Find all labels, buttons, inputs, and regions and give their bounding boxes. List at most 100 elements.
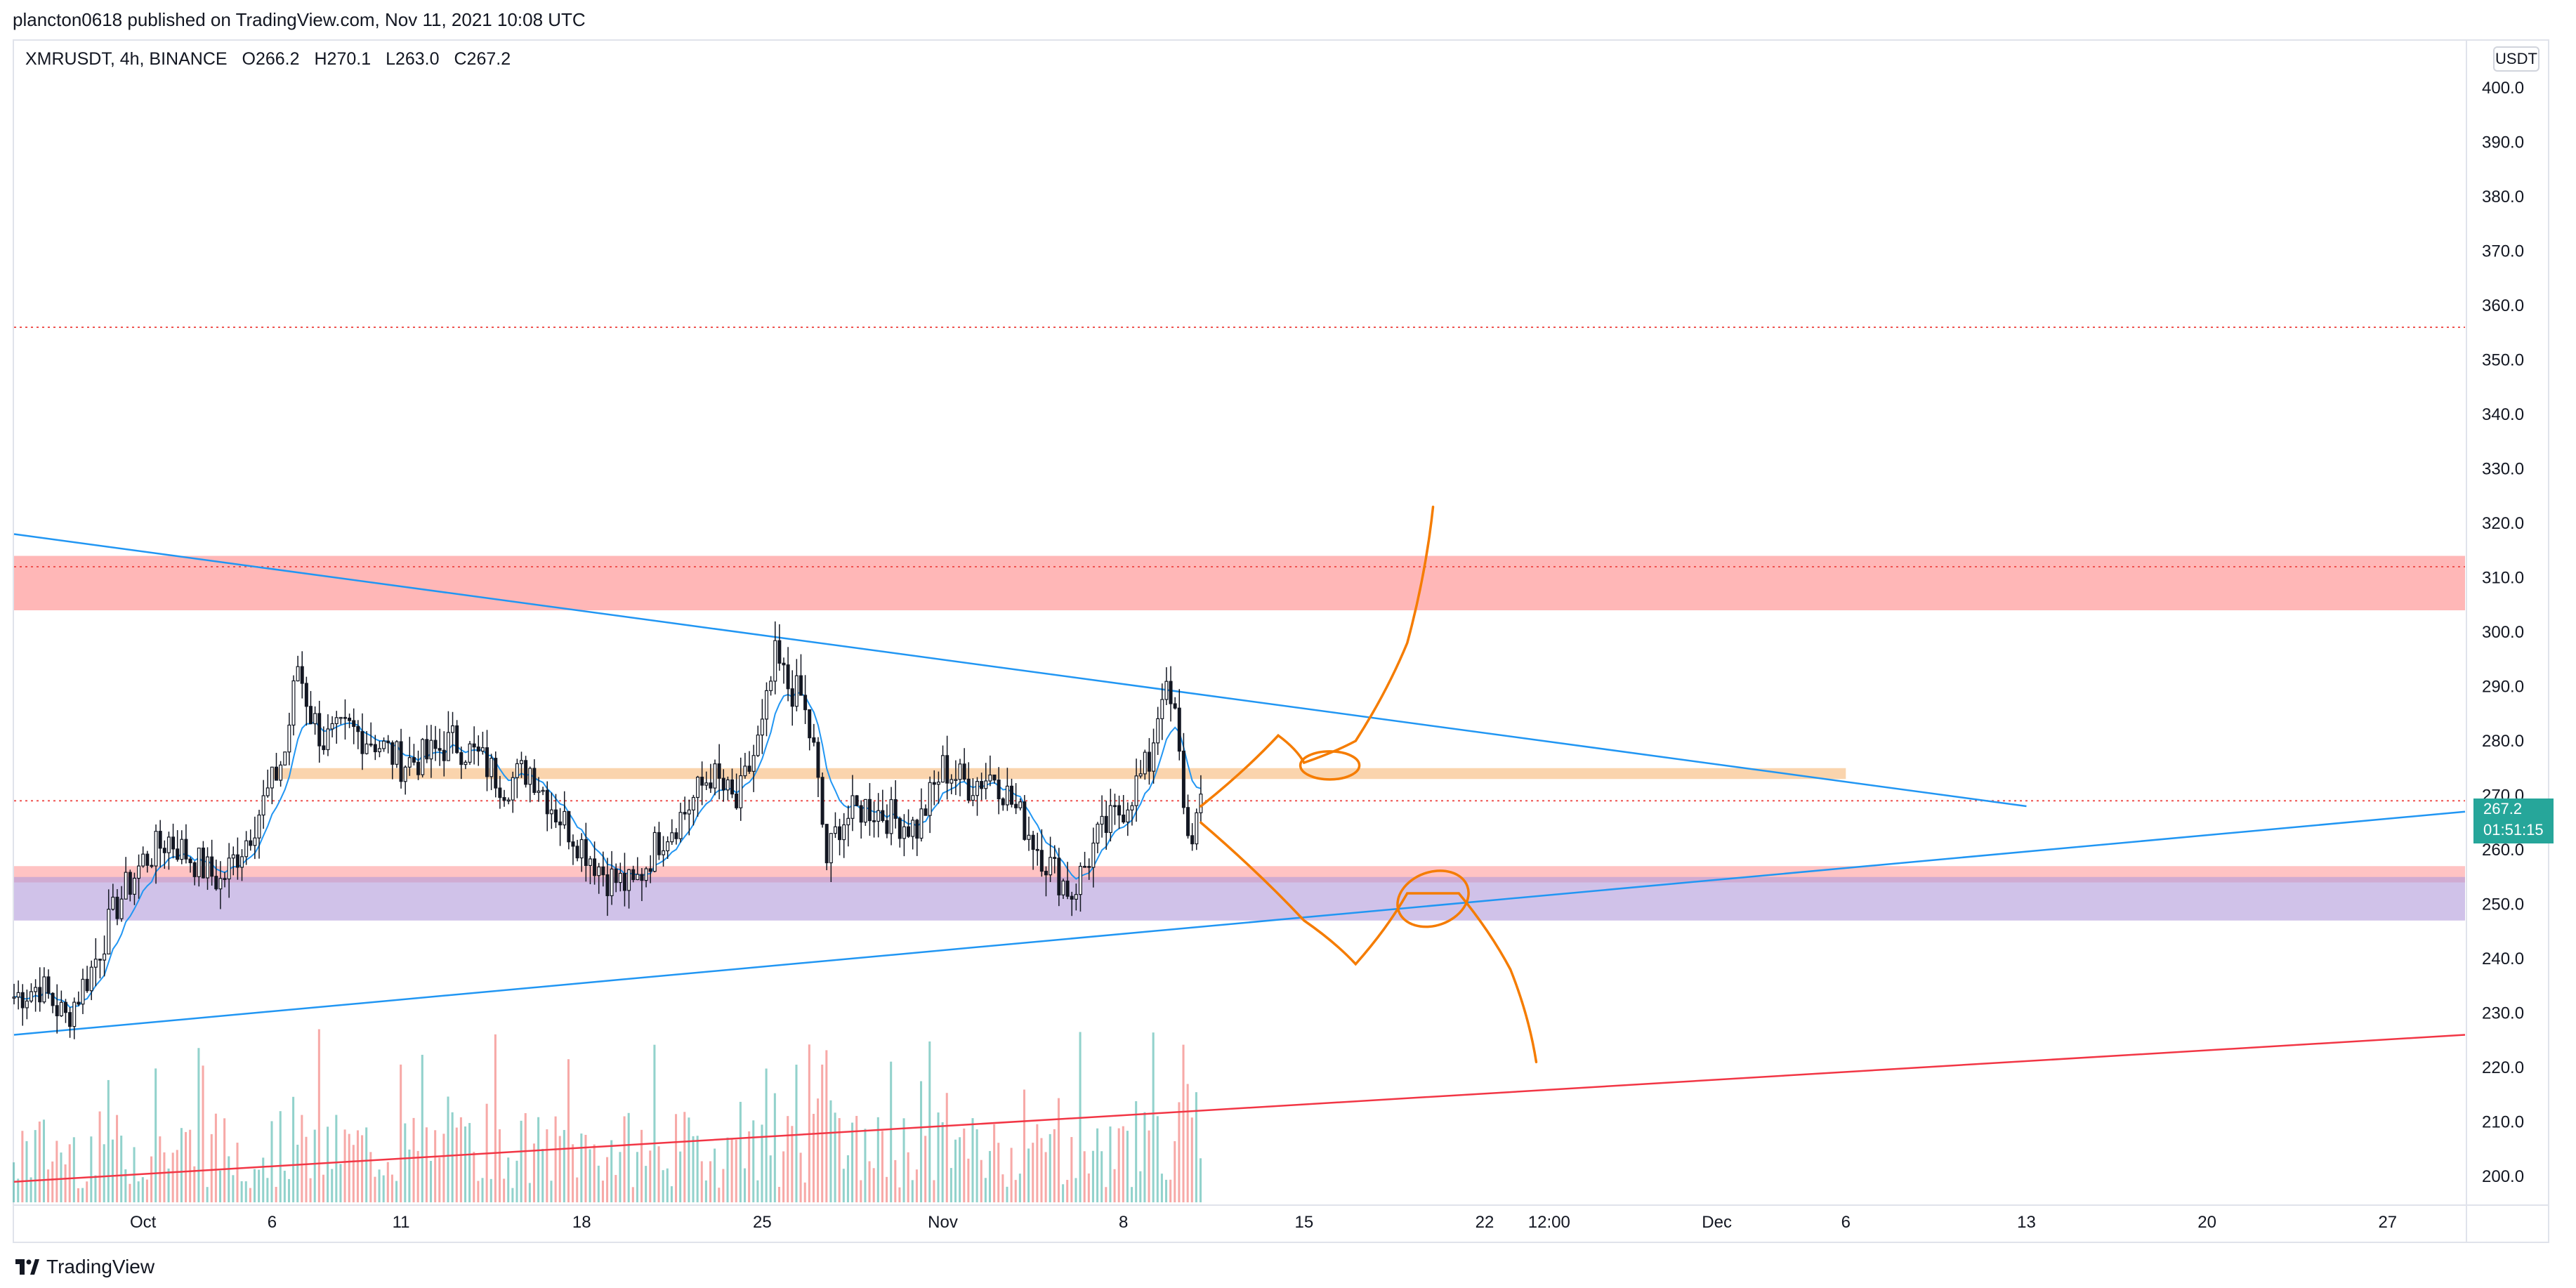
candle [1001, 797, 1005, 811]
candle [704, 771, 709, 790]
volume-bar [202, 1065, 204, 1202]
candle-body [820, 777, 824, 825]
candle-body [253, 837, 257, 846]
volume-bar [210, 1133, 213, 1202]
candle-body [498, 787, 502, 799]
volume-bar [704, 1180, 707, 1202]
candle [352, 708, 356, 744]
candle-body [1186, 807, 1190, 836]
volume-bar [167, 1168, 170, 1202]
candle-body [773, 640, 777, 682]
candle [962, 748, 966, 782]
candle-body [25, 1000, 29, 1008]
candle-body [799, 675, 803, 696]
candle-body [532, 768, 537, 793]
candle-body [889, 799, 893, 834]
candle [1100, 795, 1104, 838]
candle-body [919, 808, 924, 839]
volume-bar [876, 1117, 879, 1202]
candle [218, 861, 223, 909]
candle [476, 735, 480, 766]
candle-body [966, 778, 971, 801]
volume-bar [653, 1044, 656, 1202]
price-axis[interactable]: 400.0 390.0 380.0 370.0 360.0 350.0 340.0 330.0… [2482, 79, 2524, 1186]
candle [760, 699, 764, 754]
candle-body [274, 766, 278, 781]
candle [171, 823, 176, 859]
volume-bar [339, 1164, 342, 1202]
candle [945, 735, 949, 800]
candle-body [407, 757, 412, 768]
volume-bar [532, 1143, 535, 1202]
candle-body [881, 810, 885, 821]
candle [150, 858, 154, 869]
candle-body [997, 780, 1001, 800]
candle [652, 826, 657, 873]
volume-bar [580, 1133, 583, 1202]
volume-bar [756, 1180, 759, 1202]
candle [421, 737, 425, 777]
candle-body [446, 732, 450, 761]
volume-bar [920, 1081, 923, 1202]
candle-body [610, 868, 614, 897]
tradingview-logo[interactable]: TradingView [15, 1251, 155, 1282]
candle-body [107, 909, 111, 955]
candle [270, 766, 274, 805]
candle [644, 867, 648, 888]
candle-body [928, 782, 932, 816]
candle [674, 828, 678, 845]
candle-body [945, 755, 949, 784]
volume-bar [129, 1183, 131, 1202]
candle [1049, 836, 1053, 882]
candle [838, 818, 842, 855]
ohlc-high: H270.1 [314, 49, 372, 69]
volume-bar [666, 1168, 669, 1202]
candle [364, 730, 369, 755]
volume-bar [769, 1155, 772, 1202]
candle [373, 735, 377, 761]
candle [511, 771, 515, 813]
candle-body [425, 739, 429, 760]
price-tick-label: 330.0 [2482, 460, 2524, 479]
volume-bar [864, 1129, 867, 1202]
candle [296, 655, 300, 682]
candle [631, 865, 636, 883]
candle [29, 983, 33, 1004]
candle [313, 706, 317, 735]
candle [958, 758, 962, 796]
volume-bar [55, 1141, 58, 1202]
candle [231, 846, 235, 876]
candle [1023, 795, 1027, 841]
time-axis[interactable]: Oct 6 11 18 25 Nov 8 15 22 12:00 Dec 6 13 20 27 [130, 1213, 2397, 1232]
drawing-bearish-scenario [1200, 821, 1538, 1063]
candle-body [867, 799, 872, 822]
candle-body [119, 898, 124, 919]
volume-bar [1032, 1143, 1034, 1202]
volume-bar [739, 1101, 742, 1202]
volume-bar [189, 1129, 192, 1202]
candle [1138, 760, 1143, 779]
volume-bar [692, 1136, 695, 1202]
candle [223, 872, 227, 888]
candle [893, 780, 898, 829]
symbol-legend[interactable]: XMRUSDT, 4h, BINANCE O266.2 H270.1 L263.… [25, 46, 520, 72]
candle [502, 789, 506, 807]
candle [322, 726, 326, 755]
volume-bar [327, 1126, 329, 1202]
candle-body [150, 865, 154, 867]
candle-body [700, 776, 704, 786]
candle-body [210, 856, 214, 877]
volume-bar [1126, 1131, 1129, 1202]
chart-frame[interactable] [13, 39, 2549, 1243]
volume-bar [812, 1114, 815, 1202]
volume-bar [846, 1155, 849, 1202]
time-tick-label: 15 [1294, 1213, 1313, 1232]
candle-body [962, 763, 966, 780]
candle [941, 745, 945, 783]
volume-bar [361, 1135, 364, 1202]
symbol-name[interactable]: XMRUSDT, 4h, BINANCE [25, 49, 228, 69]
currency-button[interactable]: USDT [2493, 46, 2539, 72]
volume-bar [309, 1178, 312, 1202]
candle [954, 760, 958, 796]
